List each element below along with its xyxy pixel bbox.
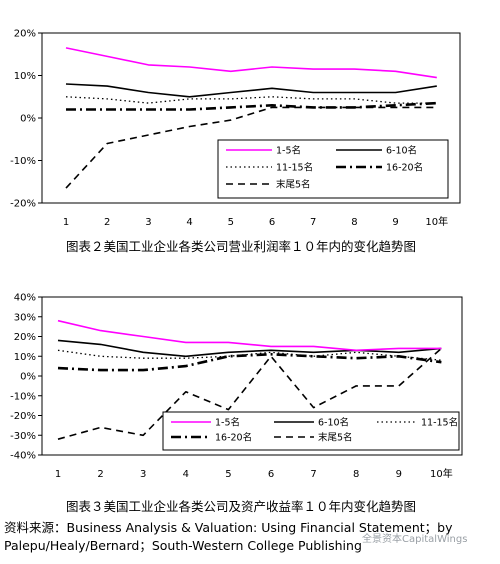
y-tick-label: -20% <box>10 411 36 422</box>
y-tick-label: 0% <box>20 372 36 383</box>
x-tick-label: 8 <box>353 469 359 480</box>
x-tick-label: 1 <box>55 469 61 480</box>
legend-label: 末尾5名 <box>276 179 311 191</box>
chart-2-caption: 图表３美国工业企业各类公司及资产收益率１０年内变化趋势图 <box>66 499 417 514</box>
y-tick-label: 20% <box>14 332 36 343</box>
x-tick-label: 3 <box>145 217 151 228</box>
x-tick-label: 6 <box>268 469 274 480</box>
x-tick-label: 1 <box>63 217 69 228</box>
y-tick-label: -10% <box>10 156 36 167</box>
y-tick-label: -10% <box>10 391 36 402</box>
x-tick-label: 4 <box>183 469 189 480</box>
y-tick-label: 10% <box>14 352 36 363</box>
y-tick-label: -40% <box>10 451 36 462</box>
series-line-1 <box>65 47 437 79</box>
chart-1-caption: 图表２美国工业企业各类公司营业利润率１０年内的变化趋势图 <box>66 239 417 254</box>
series-line-2 <box>65 83 437 98</box>
x-tick-label: 4 <box>186 217 192 228</box>
legend-label: 1-5名 <box>215 417 240 429</box>
y-tick-label: 30% <box>14 312 36 323</box>
legend-label: 1-5名 <box>276 145 301 157</box>
y-tick-label: 10% <box>14 71 36 82</box>
chart-2-legend: 1-5名 6-10名 11-15名 16-20名 末尾5名 <box>162 411 460 451</box>
x-tick-label: 2 <box>104 217 110 228</box>
y-tick-label: -20% <box>10 199 36 210</box>
x-tick-label: 5 <box>228 217 234 228</box>
legend-box <box>162 411 460 451</box>
series-line-3 <box>57 349 442 361</box>
y-tick-label: 20% <box>14 29 36 40</box>
series-line-3 <box>65 96 437 104</box>
x-tick-label: 9 <box>392 217 398 228</box>
y-tick-label: 40% <box>14 293 36 304</box>
series-line-4 <box>57 352 442 372</box>
series-line-2 <box>57 339 442 358</box>
x-tick-label: 6 <box>269 217 275 228</box>
legend-label: 末尾5名 <box>318 432 353 444</box>
legend-label: 16-20名 <box>386 162 423 174</box>
series-line-1 <box>57 319 442 352</box>
x-tick-label: 10年 <box>425 215 448 228</box>
x-tick-label: 3 <box>140 469 146 480</box>
legend-label: 6-10名 <box>386 145 417 157</box>
x-tick-label: 2 <box>97 469 103 480</box>
y-tick-label: 0% <box>20 114 36 125</box>
y-tick-label: -30% <box>10 431 36 442</box>
source-note: 资料来源：Business Analysis & Valuation: Usin… <box>4 520 453 553</box>
x-tick-label: 7 <box>310 469 316 480</box>
chart-2: 40% 30% 20% 10% 0% -10% -20% -30% -40% 1 2 3 4 5 6 7 8 9 1… <box>10 293 463 480</box>
series-line-5 <box>65 106 437 189</box>
series-line-5 <box>57 347 442 440</box>
x-tick-label: 10年 <box>430 467 453 480</box>
x-tick-label: 5 <box>225 469 231 480</box>
legend-label: 16-20名 <box>215 432 252 444</box>
legend-label: 11-15名 <box>276 162 313 174</box>
x-tick-label: 7 <box>310 217 316 228</box>
legend-label: 11-15名 <box>421 417 458 429</box>
watermark-text: 全景资本CapitalWings <box>362 534 468 545</box>
series-line-4 <box>66 101 437 111</box>
chart-1: 20% 10% 0% -10% -20% 1 2 3 4 5 6 7 8 9 10年 1-5名 6-10名 11-… <box>10 29 461 228</box>
legend-label: 6-10名 <box>318 417 349 429</box>
x-tick-label: 9 <box>396 469 402 480</box>
x-tick-label: 8 <box>351 217 357 228</box>
